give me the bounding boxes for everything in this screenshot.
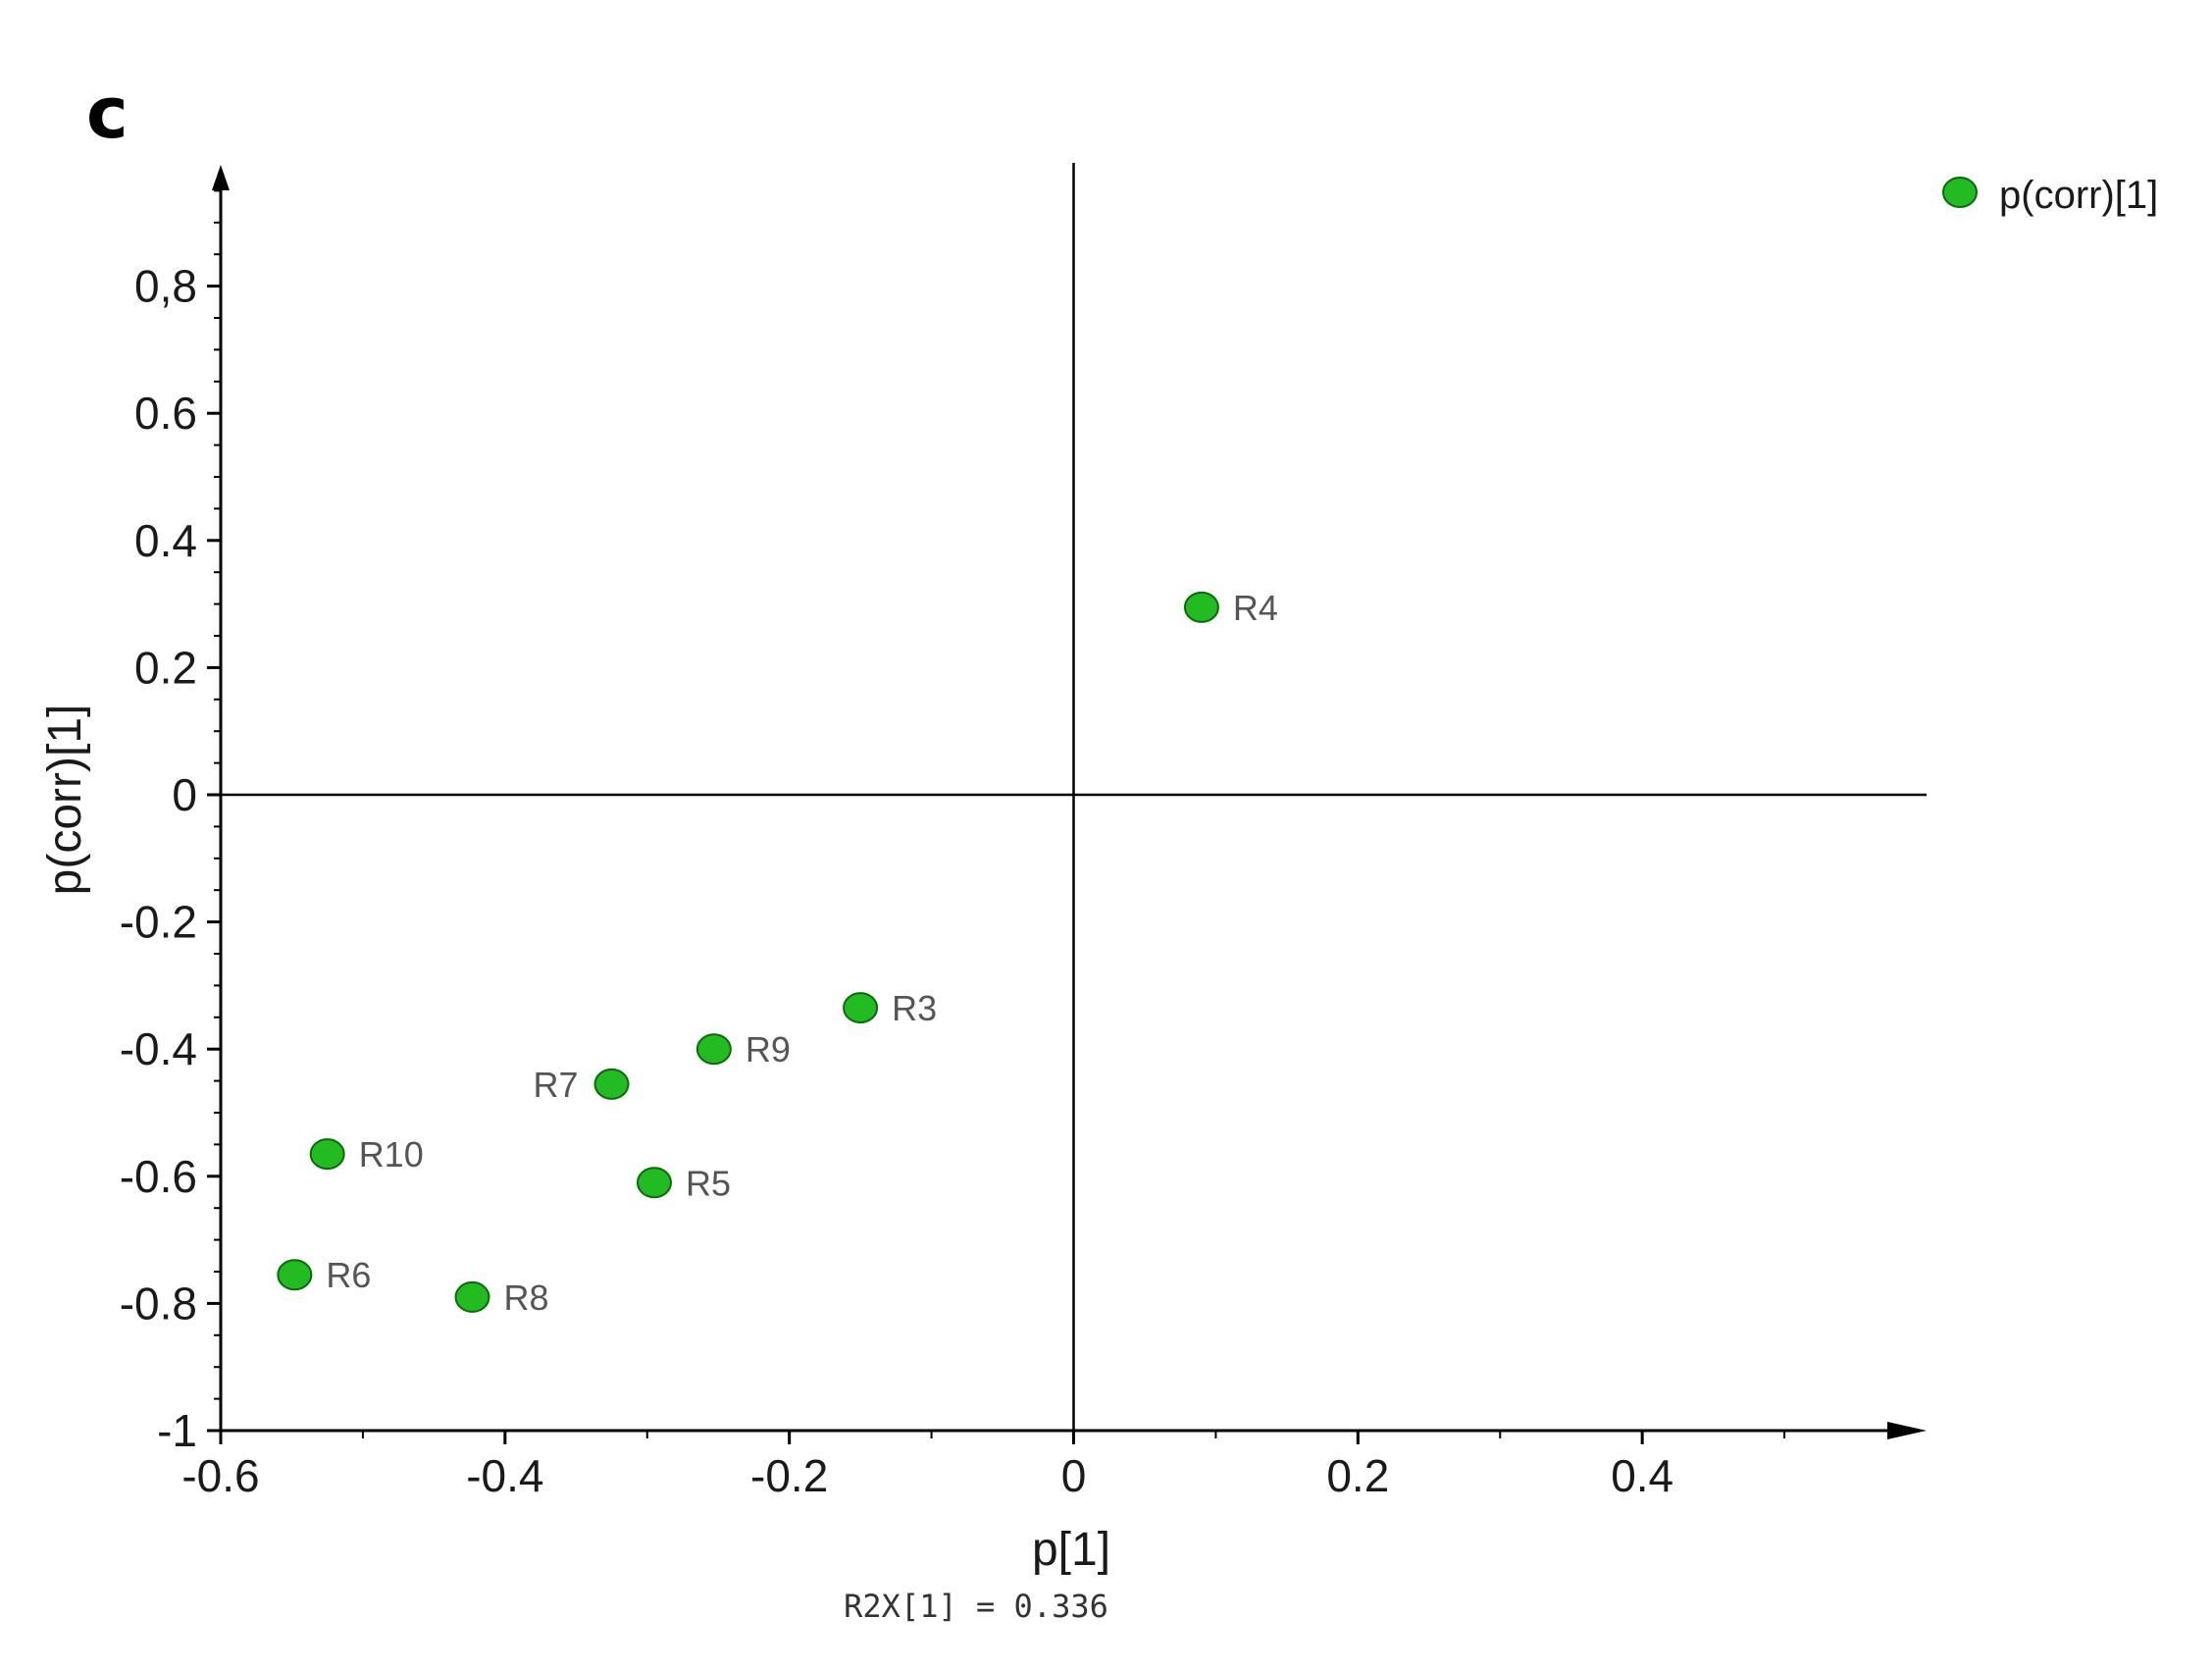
- x-axis-arrow: [1887, 1422, 1927, 1439]
- point-r4: [1183, 591, 1219, 623]
- point-label-r6: R6: [326, 1255, 371, 1295]
- y-tick-label: 0: [172, 769, 197, 820]
- y-tick-label: -0.2: [120, 897, 197, 948]
- panel-label: c: [86, 72, 129, 154]
- legend: p(corr)[1]: [1942, 174, 2158, 217]
- x-tick-label: -0.2: [750, 1450, 828, 1501]
- point-label-r4: R4: [1233, 588, 1278, 628]
- point-r5: [636, 1167, 672, 1199]
- point-label-r10: R10: [359, 1134, 424, 1174]
- point-r10: [309, 1138, 345, 1171]
- point-label-r5: R5: [686, 1163, 731, 1203]
- legend-marker: [1942, 177, 1978, 208]
- point-r9: [695, 1033, 732, 1066]
- y-tick-label: -0.4: [120, 1023, 197, 1074]
- point-label-r9: R9: [746, 1029, 791, 1070]
- y-tick-label: -0.8: [120, 1278, 197, 1329]
- footnote: R2X[1] = 0.336: [844, 1588, 1108, 1625]
- x-tick-label: 0.2: [1326, 1450, 1389, 1501]
- point-label-r7: R7: [533, 1065, 578, 1105]
- tick-labels: -1 -0.8 -0.6 -0.4 -0.2 0 0.2 0.4 0.6 0,8 -0.6 -0.4 -…: [120, 261, 1673, 1501]
- y-axis-arrow: [212, 165, 230, 190]
- y-tick-label: 0.4: [134, 515, 197, 566]
- y-tick-label: 0.2: [134, 642, 197, 693]
- point-label-r8: R8: [504, 1278, 549, 1318]
- x-tick-label: -0.4: [466, 1450, 543, 1501]
- data-points: [277, 591, 1219, 1313]
- y-axis-title: p(corr)[1]: [39, 705, 91, 896]
- x-tick-label: 0: [1061, 1450, 1087, 1501]
- ticks: [207, 189, 1786, 1444]
- axes: [212, 163, 1927, 1439]
- y-tick-label: 0.6: [134, 388, 197, 439]
- point-labels: R4 R3 R9 R7 R5 R10 R6 R8: [326, 588, 1278, 1318]
- point-r6: [277, 1259, 313, 1291]
- point-r8: [454, 1280, 490, 1313]
- y-tick-label: 0,8: [134, 261, 197, 312]
- y-tick-label: -1: [157, 1405, 197, 1456]
- x-tick-label: -0.6: [181, 1450, 259, 1501]
- point-r3: [843, 992, 879, 1024]
- x-tick-label: 0.4: [1611, 1450, 1673, 1501]
- point-r7: [593, 1068, 630, 1100]
- legend-label: p(corr)[1]: [1999, 174, 2158, 217]
- y-tick-label: -0.6: [120, 1151, 197, 1202]
- point-label-r3: R3: [892, 988, 937, 1028]
- x-axis-title: p[1]: [1032, 1524, 1110, 1576]
